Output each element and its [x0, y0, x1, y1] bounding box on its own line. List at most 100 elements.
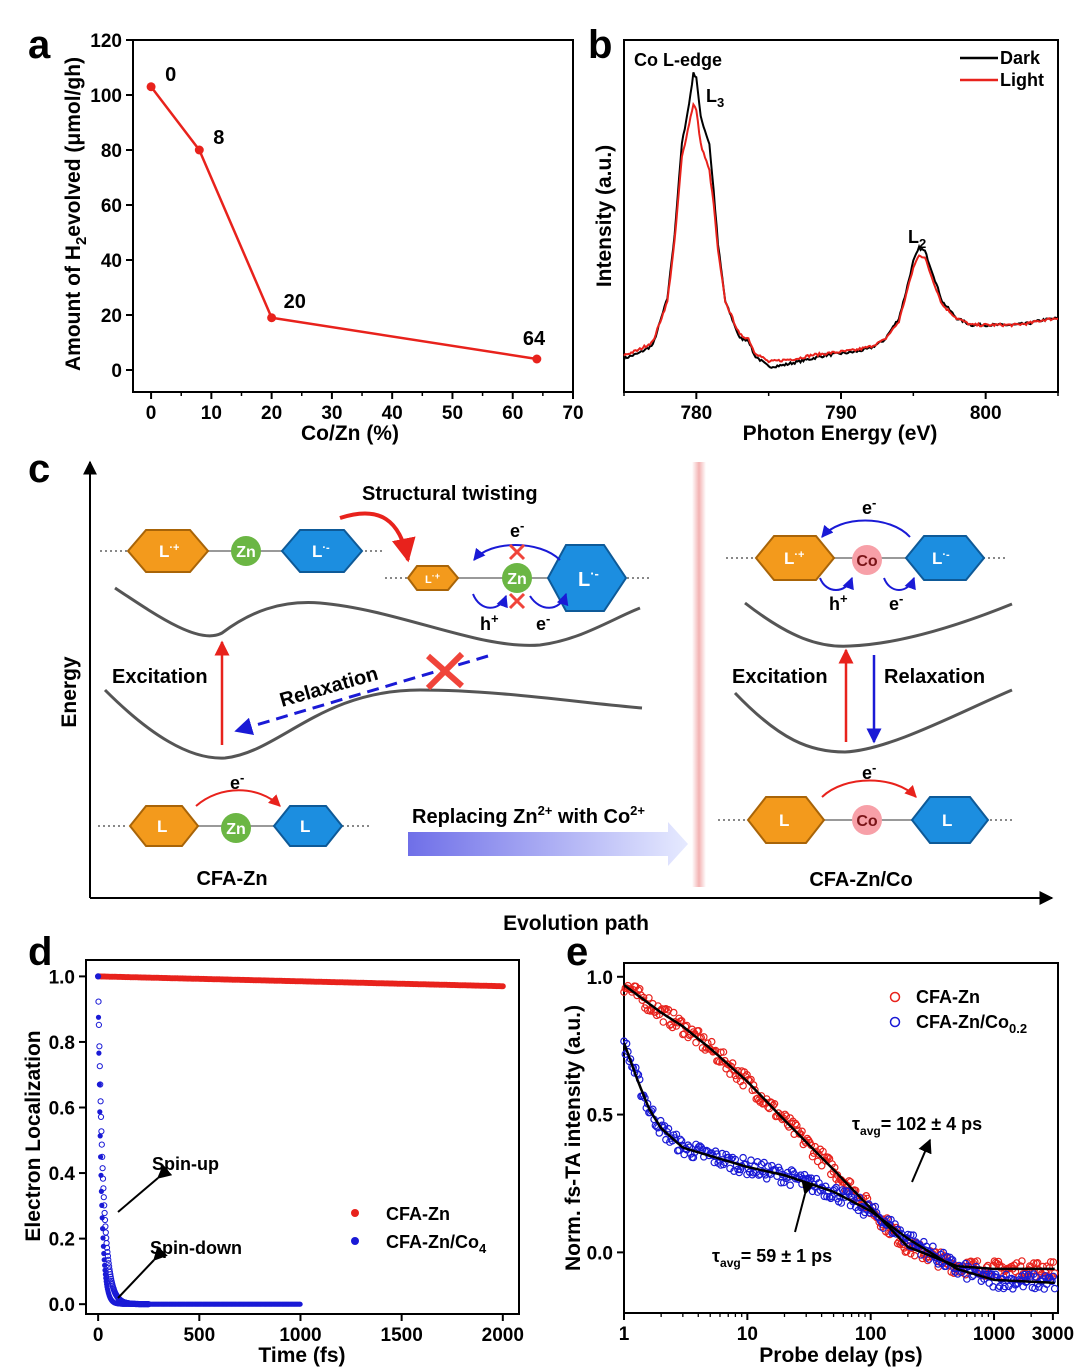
y-tick-label: 40 — [101, 251, 122, 272]
x-tick-label: 10 — [201, 403, 222, 424]
data-point-series-0 — [707, 1037, 716, 1046]
excited-state-curve-right — [744, 601, 1013, 648]
data-point-spin-up — [104, 1253, 112, 1260]
x-axis-label-d: Time (fs) — [258, 1344, 345, 1367]
point-label: 64 — [523, 328, 546, 350]
panel-a: a 0 10 20 30 40 50 60 70 0 20 40 60 80 100 120 0 8 20 64… — [28, 23, 584, 445]
data-point-series-1 — [985, 1279, 994, 1287]
data-point-spin-down — [98, 1154, 104, 1160]
data-point-series-1 — [739, 1153, 747, 1162]
data-point-series-0 — [739, 1081, 747, 1090]
data-point-spin-up — [97, 1113, 105, 1121]
data-point-series-0 — [782, 1112, 791, 1120]
cfa-zn-label: CFA-Zn — [196, 868, 267, 890]
x-ticks-e: 1 10 100 1000 3000 — [619, 1313, 1074, 1345]
ligand-hexagon — [272, 805, 344, 847]
hole-label: h+ — [480, 611, 499, 634]
ligand-label: L·+ — [159, 542, 179, 561]
data-point-series-0 — [994, 1257, 1003, 1266]
data-point-spin-down — [99, 1202, 105, 1208]
legend-label-cfa-znco: CFA-Zn/Co0.2 — [916, 1012, 1027, 1036]
panel-d: d 0 500 1000 1500 2000 0.0 0.2 0.4 0.6 0.8 1.0 Sp… — [22, 930, 524, 1367]
panel-b: b Co L-edge 780 790 800 Dark Light L3 L2 P… — [588, 23, 1059, 445]
data-point-series-1 — [655, 1129, 664, 1137]
legend-marker-cfa-zn — [889, 991, 901, 1003]
y-axis-label-b: Intensity (a.u.) — [593, 145, 616, 287]
data-point-spin-down — [96, 1050, 102, 1056]
spin-up-arrow — [117, 1164, 173, 1213]
excited-state-curve-left — [114, 586, 641, 647]
legend-label-cfa-zn: CFA-Zn — [386, 1204, 450, 1224]
y-tick-label: 1.0 — [587, 968, 613, 989]
data-point-series-0 — [646, 1007, 655, 1015]
data-point-series-0 — [699, 1033, 708, 1041]
x-axis-label-b: Photon Energy (eV) — [743, 422, 938, 445]
zn-atom — [231, 536, 261, 566]
data-point-series-0 — [719, 1048, 728, 1056]
chart-title-b: Co L-edge — [634, 50, 722, 70]
data-point-series-1 — [747, 1156, 755, 1165]
tau-annotation-cfa-zn: τavg= 102 ± 4 ps — [852, 1114, 982, 1138]
relaxation-label-right: Relaxation — [884, 666, 985, 688]
ground-state-curve-left — [103, 688, 643, 760]
data-point-spin-up — [101, 1209, 108, 1217]
data-point-spin-down — [95, 1014, 102, 1020]
data-point-series-0 — [728, 1059, 737, 1067]
data-point-spin-down — [98, 1172, 104, 1178]
plot-frame-e — [623, 962, 1059, 1314]
fit-line-0 — [623, 983, 1055, 1271]
data-point-series-0 — [743, 1071, 751, 1079]
panel-label-d: d — [28, 930, 52, 974]
y-axis-label-a: Amount of H2evolved (μmol/gh) — [62, 57, 90, 371]
x-tick-label: 790 — [825, 403, 857, 424]
data-point-series-0 — [791, 1119, 800, 1128]
data-point-series-0 — [1046, 1258, 1055, 1266]
ligand-hexagon-anion — [280, 529, 364, 573]
data-point-series-1 — [1050, 1284, 1059, 1293]
x-ticks-b: 780 790 800 — [623, 392, 1059, 424]
data-point-spin-up — [98, 1141, 105, 1148]
x-tick-label: 500 — [183, 1325, 215, 1346]
plot-frame-a — [132, 39, 574, 393]
zn-atom — [221, 813, 251, 843]
panel-label-c: c — [28, 447, 50, 491]
data-point-series-0 — [792, 1121, 801, 1130]
data-point — [267, 313, 277, 323]
data-point-spin-up — [96, 1063, 103, 1070]
excitation-label-left: Excitation — [112, 666, 208, 688]
y-tick-label: 100 — [90, 86, 122, 107]
y-ticks-a: 0 20 40 60 80 100 120 — [90, 31, 133, 382]
data-point-series-1 — [906, 1231, 915, 1239]
data-point-series-0 — [717, 1048, 725, 1057]
molecule-ground-right: L Co L e- CFA-Zn/Co — [718, 760, 1015, 891]
series-d — [95, 973, 506, 1308]
ligand-label: L·- — [312, 542, 330, 561]
x-tick-label: 0 — [146, 403, 157, 424]
legend-marker-cfa-znco — [889, 1016, 901, 1028]
legend-label-cfa-znco: CFA-Zn/Co4 — [386, 1232, 487, 1256]
data-point-series-0 — [694, 1027, 703, 1035]
point-label: 20 — [284, 291, 306, 313]
data-point-series-1 — [736, 1165, 745, 1174]
ligand-label: L·+ — [425, 571, 440, 586]
data-point-spin-up — [95, 1021, 103, 1029]
molecule-twisted: L·+ Zn L·- e- h+ e- — [385, 518, 650, 634]
annotation-spin-down: Spin-down — [150, 1238, 242, 1258]
co-atom — [852, 805, 882, 835]
data-point-spin-down — [100, 1226, 106, 1232]
x-tick-label: 100 — [855, 1324, 887, 1345]
panel-e: e 1 10 100 1000 3000 0.0 0.5 1.0 CFA-Zn CFA-Zn… — [562, 930, 1074, 1367]
data-point-series-1 — [672, 1130, 681, 1139]
panel-label-a: a — [28, 23, 51, 67]
data-point-series-0 — [808, 1152, 817, 1161]
peak-label-l3: L3 — [706, 86, 724, 110]
point-label: 8 — [213, 127, 224, 149]
y-tick-label: 60 — [101, 196, 122, 217]
x-tick-label: 30 — [321, 403, 342, 424]
y-tick-label: 80 — [101, 141, 122, 162]
replacement-label: Replacing Zn2+ with Co2+ — [412, 803, 645, 828]
electron-label: e- — [536, 611, 550, 634]
panel-label-b: b — [588, 23, 612, 67]
y-tick-label: 0.5 — [587, 1106, 614, 1127]
data-point-series-0 — [1049, 1258, 1058, 1266]
